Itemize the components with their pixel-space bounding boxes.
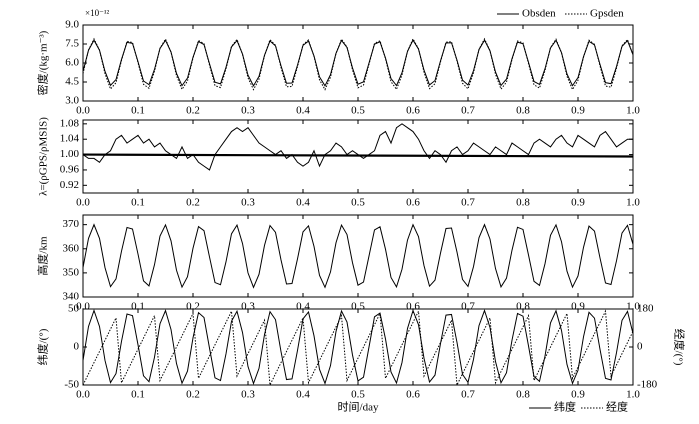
- x-tick-label: 0.1: [131, 197, 145, 209]
- x-tick-label: 1.0: [626, 105, 640, 117]
- x-tick-label: 0.9: [571, 301, 585, 313]
- y-tick-label: 0.92: [60, 179, 79, 191]
- x-tick-label: 0.6: [406, 301, 420, 313]
- x-tick-label: 0.2: [186, 389, 200, 401]
- data-line: [82, 309, 634, 387]
- y-tick-label: 340: [63, 291, 80, 303]
- data-line: [82, 153, 634, 158]
- y-tick-label: 3.0: [65, 95, 79, 107]
- y-tick-label: 370: [63, 218, 80, 230]
- x-tick-label: 1.0: [626, 389, 640, 401]
- y-axis-label: 密度/(kg·m⁻³): [36, 30, 50, 95]
- y-tick-label: 6.0: [65, 57, 79, 69]
- x-tick-label: 0.4: [296, 105, 310, 117]
- y2-tick-label: -180: [637, 379, 658, 391]
- x-tick-label: 0.5: [351, 301, 365, 313]
- y-tick-label: 9.0: [65, 19, 79, 31]
- x-tick-label: 0.3: [241, 105, 255, 117]
- x-tick-label: 0.5: [351, 105, 365, 117]
- x-tick-label: 0.4: [296, 197, 310, 209]
- x-tick-label: 0.4: [296, 301, 310, 313]
- legend-label: Gpsden: [590, 8, 624, 20]
- x-tick-label: 0.6: [406, 389, 420, 401]
- x-tick-label: 0.0: [76, 301, 90, 313]
- x-tick-label: 0.1: [131, 389, 145, 401]
- plot-frame: [82, 24, 634, 102]
- y-tick-label: 350: [63, 266, 80, 278]
- x-tick-label: 0.9: [571, 389, 585, 401]
- y-tick-label: 1.04: [60, 133, 80, 145]
- legend-label: Obsden: [522, 8, 556, 20]
- x-tick-label: 1.0: [626, 197, 640, 209]
- y-tick-label: 0: [74, 341, 80, 353]
- x-tick-label: 0.1: [131, 301, 145, 313]
- x-tick-label: 0.8: [516, 197, 530, 209]
- data-line: [82, 223, 634, 289]
- x-tick-label: 0.8: [516, 105, 530, 117]
- x-tick-label: 0.3: [241, 389, 255, 401]
- x-tick-label: 0.3: [241, 197, 255, 209]
- y-tick-label: 7.5: [65, 38, 79, 50]
- y-axis-label: λ=(ρGPS/ρMSIS): [38, 117, 50, 196]
- x-tick-label: 0.5: [351, 389, 365, 401]
- y-tick-label: 360: [63, 242, 80, 254]
- y-tick-label: -50: [64, 379, 79, 391]
- x-tick-label: 0.4: [296, 389, 310, 401]
- y2-tick-label: 180: [637, 303, 654, 315]
- y-axis-label: 纬度/(°): [36, 328, 50, 365]
- y-axis-label: 高度/km: [36, 236, 50, 276]
- y-tick-label: 4.5: [65, 76, 79, 88]
- data-line: [82, 37, 634, 91]
- x-tick-label: 0.2: [186, 105, 200, 117]
- x-tick-label: 0.7: [461, 105, 475, 117]
- x-tick-label: 0.9: [571, 197, 585, 209]
- x-tick-label: 0.8: [516, 301, 530, 313]
- x-tick-label: 0.3: [241, 301, 255, 313]
- x-tick-label: 0.6: [406, 197, 420, 209]
- x-tick-label: 0.2: [186, 301, 200, 313]
- x-tick-label: 0.0: [76, 105, 90, 117]
- y-tick-label: 1.08: [60, 117, 80, 129]
- x-tick-label: 0.6: [406, 105, 420, 117]
- x-tick-label: 0.9: [571, 105, 585, 117]
- data-line: [82, 123, 633, 171]
- x-tick-label: 0.1: [131, 105, 145, 117]
- x-tick-label: 0.0: [76, 197, 90, 209]
- x-tick-label: 1.0: [626, 301, 640, 313]
- exponent-label: ×10⁻¹²: [85, 8, 110, 18]
- data-line: [82, 308, 634, 386]
- x-tick-label: 0.2: [186, 197, 200, 209]
- x-tick-label: 0.7: [461, 389, 475, 401]
- y-tick-label: 1.00: [60, 148, 80, 160]
- x-tick-label: 0.0: [76, 389, 90, 401]
- y2-axis-label: 经度/(°): [672, 329, 686, 366]
- y2-tick-label: 0: [637, 341, 643, 353]
- x-tick-label: 0.7: [461, 197, 475, 209]
- y-tick-label: 0.96: [60, 163, 80, 175]
- x-axis-label: 时间/day: [338, 401, 379, 414]
- x-tick-label: 0.5: [351, 197, 365, 209]
- y-tick-label: 50: [68, 303, 80, 315]
- legend-label: 经度: [606, 400, 628, 414]
- x-tick-label: 0.7: [461, 301, 475, 313]
- data-line: [82, 39, 634, 87]
- legend-label: 纬度: [554, 400, 576, 414]
- x-tick-label: 0.8: [516, 389, 530, 401]
